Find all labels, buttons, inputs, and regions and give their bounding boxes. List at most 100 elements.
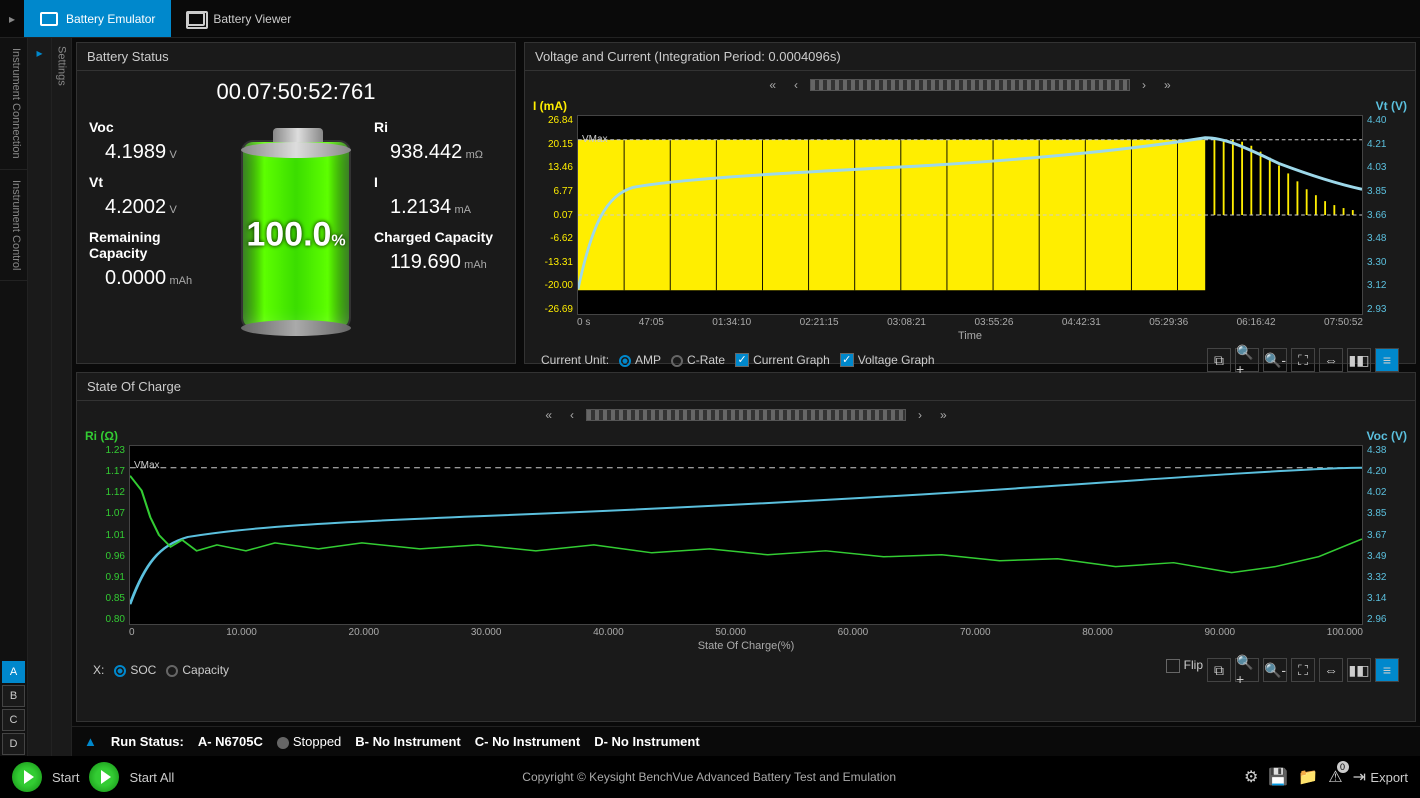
save-icon[interactable]: 💾 bbox=[1268, 767, 1288, 787]
start-button[interactable] bbox=[12, 762, 42, 792]
nav-first-icon[interactable]: « bbox=[539, 408, 558, 422]
rail-instrument-control[interactable]: Instrument Control bbox=[0, 170, 27, 281]
chgcap-value: 119.690 bbox=[374, 251, 461, 273]
export-button[interactable]: ⇥ Export bbox=[1353, 767, 1408, 787]
soc-panel: State Of Charge « ‹ › » Ri (Ω) Voc (V) bbox=[76, 372, 1416, 722]
voc-value: 4.1989 bbox=[89, 141, 166, 163]
run-status-label: Run Status: bbox=[111, 734, 184, 749]
rail-instrument-connection[interactable]: Instrument Connection bbox=[0, 38, 27, 170]
nav-scrubber[interactable] bbox=[810, 79, 1130, 91]
nav-scrubber[interactable] bbox=[586, 409, 906, 421]
battery-icon bbox=[40, 12, 58, 26]
cursor-icon[interactable]: ≡ bbox=[1375, 658, 1399, 682]
x-axis: 010.00020.00030.00040.00050.00060.00070.… bbox=[85, 625, 1407, 640]
marker-icon[interactable]: ▮◧ bbox=[1347, 348, 1371, 372]
tab-label: Battery Emulator bbox=[66, 12, 155, 26]
left-rail: Instrument Connection Instrument Control… bbox=[0, 38, 28, 756]
tab-battery-emulator[interactable]: Battery Emulator bbox=[24, 0, 171, 37]
start-label: Start bbox=[52, 770, 79, 785]
nav-first-icon[interactable]: « bbox=[763, 78, 782, 92]
right-axis: 4.384.204.023.853.673.493.323.142.96 bbox=[1363, 445, 1407, 625]
fit-x-icon[interactable]: ⇔ bbox=[1319, 348, 1343, 372]
expand-icon: ▸ bbox=[36, 46, 42, 60]
fit-icon[interactable]: ⛶ bbox=[1291, 348, 1315, 372]
right-axis: 4.404.214.033.853.663.483.303.122.93 bbox=[1363, 115, 1407, 315]
panel-title: Voltage and Current (Integration Period:… bbox=[525, 43, 1415, 71]
timer: 00.07:50:52:761 bbox=[89, 79, 503, 105]
vt-value: 4.2002 bbox=[89, 196, 166, 218]
right-axis-label: Voc (V) bbox=[1367, 429, 1407, 443]
stack-icon bbox=[187, 12, 205, 26]
status-c: C- No Instrument bbox=[475, 734, 580, 749]
zoom-in-icon[interactable]: 🔍+ bbox=[1235, 658, 1259, 682]
rail-btn-a[interactable]: A bbox=[2, 661, 25, 683]
fit-x-icon[interactable]: ⇔ bbox=[1319, 658, 1343, 682]
collapse-icon[interactable]: ▲ bbox=[84, 734, 97, 749]
alert-icon[interactable]: ⚠0 bbox=[1328, 767, 1342, 787]
i-value: 1.2134 bbox=[374, 196, 451, 218]
cursor-icon[interactable]: ≡ bbox=[1375, 348, 1399, 372]
x-axis: 0 s47:0501:34:1002:21:1503:08:2103:55:26… bbox=[533, 315, 1407, 330]
rail-btn-d[interactable]: D bbox=[2, 733, 25, 755]
top-tabs: ▸ Battery Emulator Battery Viewer bbox=[0, 0, 1420, 38]
x-axis-label: Time bbox=[533, 330, 1407, 342]
chgcap-label: Charged Capacity bbox=[374, 229, 503, 245]
status-b: B- No Instrument bbox=[355, 734, 460, 749]
soc-plot-area[interactable]: VMax bbox=[129, 445, 1363, 625]
radio-crate[interactable]: C-Rate bbox=[671, 353, 725, 367]
remcap-value: 0.0000 bbox=[89, 267, 166, 289]
vt-label: Vt bbox=[89, 174, 218, 190]
check-flip[interactable]: Flip bbox=[1166, 658, 1203, 682]
rail-btn-c[interactable]: C bbox=[2, 709, 25, 731]
settings-sidebar-label[interactable]: Settings bbox=[52, 38, 72, 756]
marker-icon[interactable]: ▮◧ bbox=[1347, 658, 1371, 682]
remcap-label: Remaining Capacity bbox=[89, 229, 218, 261]
panel-title: Battery Status bbox=[77, 43, 515, 71]
nav-next-icon[interactable]: › bbox=[1136, 78, 1152, 92]
footer: Start Start All Copyright © Keysight Ben… bbox=[0, 756, 1420, 798]
zoom-in-icon[interactable]: 🔍+ bbox=[1235, 348, 1259, 372]
left-axis: 26.8420.1513.466.770.07-6.62-13.31-20.00… bbox=[533, 115, 577, 315]
x-label: X: bbox=[93, 663, 104, 677]
voc-label: Voc bbox=[89, 119, 218, 135]
nav-last-icon[interactable]: » bbox=[1158, 78, 1177, 92]
menu-toggle-icon[interactable]: ▸ bbox=[0, 12, 24, 26]
voltage-current-panel: Voltage and Current (Integration Period:… bbox=[524, 42, 1416, 364]
nav-last-icon[interactable]: » bbox=[934, 408, 953, 422]
zoom-out-icon[interactable]: 🔍- bbox=[1263, 348, 1287, 372]
i-label: I bbox=[374, 174, 503, 190]
zoom-out-icon[interactable]: 🔍- bbox=[1263, 658, 1287, 682]
copyright: Copyright © Keysight BenchVue Advanced B… bbox=[184, 770, 1234, 784]
left-axis-label: I (mA) bbox=[533, 99, 567, 113]
status-a: A- N6705C bbox=[198, 734, 263, 749]
current-unit-label: Current Unit: bbox=[541, 353, 609, 367]
battery-status-panel: Battery Status 00.07:50:52:761 Voc 4.198… bbox=[76, 42, 516, 364]
start-all-button[interactable] bbox=[89, 762, 119, 792]
ri-value: 938.442 bbox=[374, 141, 462, 163]
x-axis-label: State Of Charge(%) bbox=[85, 640, 1407, 652]
nav-prev-icon[interactable]: ‹ bbox=[788, 78, 804, 92]
status-d: D- No Instrument bbox=[594, 734, 699, 749]
zoom-area-icon[interactable]: ⧉ bbox=[1207, 348, 1231, 372]
settings-label: Settings bbox=[56, 46, 68, 86]
rail-btn-b[interactable]: B bbox=[2, 685, 25, 707]
nav-next-icon[interactable]: › bbox=[912, 408, 928, 422]
check-voltage-graph[interactable]: ✓Voltage Graph bbox=[840, 353, 935, 368]
nav-prev-icon[interactable]: ‹ bbox=[564, 408, 580, 422]
radio-capacity[interactable]: Capacity bbox=[166, 663, 229, 677]
fit-icon[interactable]: ⛶ bbox=[1291, 658, 1315, 682]
left-axis: 1.231.171.121.071.010.960.910.850.80 bbox=[85, 445, 129, 625]
settings-sidebar[interactable]: ▸ bbox=[28, 38, 52, 756]
battery-graphic: 100.0% bbox=[226, 115, 366, 355]
radio-soc[interactable]: SOC bbox=[114, 663, 156, 677]
startall-label: Start All bbox=[129, 770, 174, 785]
zoom-area-icon[interactable]: ⧉ bbox=[1207, 658, 1231, 682]
radio-amp[interactable]: AMP bbox=[619, 353, 661, 367]
chart-nav: « ‹ › » bbox=[533, 75, 1407, 95]
vc-plot-area[interactable]: VMax bbox=[577, 115, 1363, 315]
folder-icon[interactable]: 📁 bbox=[1298, 767, 1318, 787]
ri-label: Ri bbox=[374, 119, 503, 135]
check-current-graph[interactable]: ✓Current Graph bbox=[735, 353, 830, 368]
gear-icon[interactable]: ⚙ bbox=[1244, 767, 1258, 787]
tab-battery-viewer[interactable]: Battery Viewer bbox=[171, 0, 307, 37]
